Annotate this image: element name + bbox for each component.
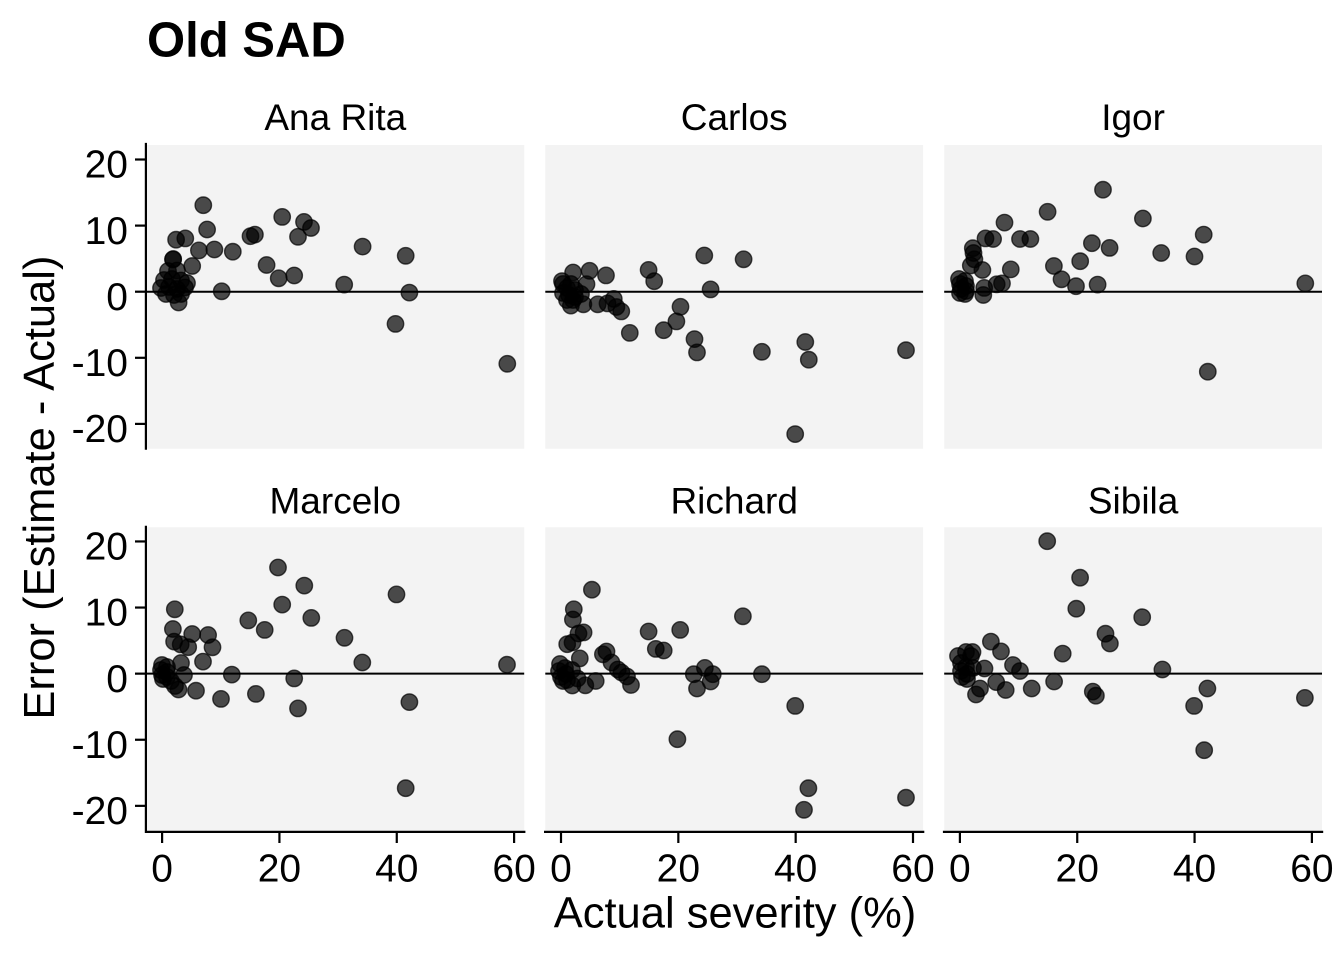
svg-text:-20: -20 — [72, 790, 128, 833]
svg-text:Old SAD: Old SAD — [147, 13, 346, 67]
svg-text:60: 60 — [891, 847, 934, 890]
svg-text:Sibila: Sibila — [1088, 481, 1179, 522]
svg-text:Marcelo: Marcelo — [269, 481, 401, 522]
svg-text:Actual severity (%): Actual severity (%) — [554, 889, 917, 937]
svg-text:0: 0 — [151, 847, 173, 890]
svg-text:-10: -10 — [72, 724, 128, 767]
svg-text:20: 20 — [85, 526, 128, 569]
svg-text:10: 10 — [85, 210, 128, 253]
svg-text:-10: -10 — [72, 342, 128, 385]
svg-text:0: 0 — [106, 658, 128, 701]
svg-text:20: 20 — [657, 847, 700, 890]
svg-text:20: 20 — [85, 144, 128, 187]
svg-text:10: 10 — [85, 592, 128, 635]
svg-text:0: 0 — [949, 847, 971, 890]
svg-text:Error (Estimate - Actual): Error (Estimate - Actual) — [16, 256, 64, 720]
svg-text:Carlos: Carlos — [681, 97, 788, 138]
svg-text:-20: -20 — [72, 408, 128, 451]
svg-text:40: 40 — [774, 847, 817, 890]
svg-text:Richard: Richard — [670, 481, 798, 522]
svg-text:20: 20 — [258, 847, 301, 890]
svg-text:0: 0 — [550, 847, 572, 890]
svg-text:Ana Rita: Ana Rita — [264, 97, 406, 138]
svg-text:60: 60 — [492, 847, 535, 890]
svg-text:Igor: Igor — [1101, 97, 1165, 138]
svg-text:0: 0 — [106, 276, 128, 319]
svg-text:20: 20 — [1056, 847, 1099, 890]
svg-text:40: 40 — [1173, 847, 1216, 890]
svg-text:40: 40 — [375, 847, 418, 890]
svg-text:60: 60 — [1290, 847, 1333, 890]
